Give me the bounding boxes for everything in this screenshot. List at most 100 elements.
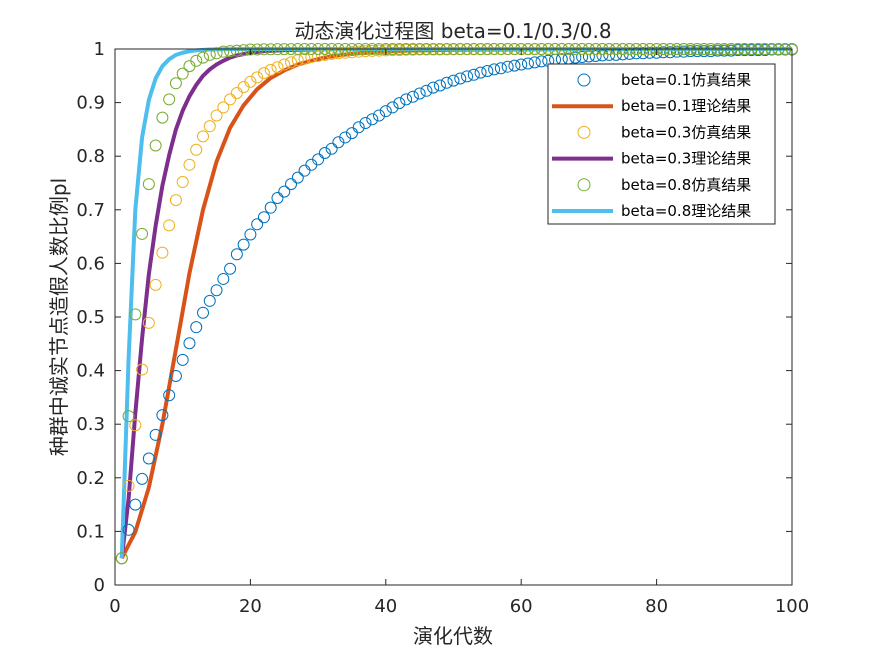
data-point: [224, 45, 237, 58]
data-point: [454, 72, 467, 85]
data-point: [197, 51, 210, 64]
data-point: [285, 178, 298, 191]
data-point: [359, 116, 372, 129]
data-point: [291, 171, 304, 184]
data-point: [332, 136, 345, 149]
data-point: [142, 178, 155, 191]
y-tick-label: 0.2: [76, 468, 105, 489]
y-axis: 0 0.1 0.2 0.3 0.4 0.5 0.6 0.7 0.8 0.9 1: [76, 39, 792, 596]
data-point: [298, 52, 311, 65]
data-point: [230, 86, 243, 99]
data-point: [271, 61, 284, 74]
y-tick-label: 0.3: [76, 414, 105, 435]
x-axis: 0 20 40 60 80 100: [109, 49, 809, 617]
data-point: [210, 109, 223, 122]
data-point: [657, 46, 670, 59]
data-point: [264, 201, 277, 214]
data-point: [298, 164, 311, 177]
data-point: [244, 43, 257, 56]
data-point: [217, 101, 230, 114]
data-point: [332, 47, 345, 60]
data-point: [325, 142, 338, 155]
data-point: [217, 45, 230, 58]
data-point: [413, 87, 426, 100]
legend-marker-swatch: [577, 178, 591, 192]
data-point: [670, 45, 683, 58]
data-point: [129, 308, 142, 321]
y-tick-label: 0.4: [76, 361, 105, 382]
data-point: [169, 369, 182, 382]
data-point: [176, 175, 189, 188]
data-point: [156, 246, 169, 259]
y-tick-label: 0.1: [76, 521, 105, 542]
data-point: [427, 81, 440, 94]
data-point: [149, 139, 162, 152]
data-point: [115, 552, 128, 565]
chart-title: 动态演化过程图 beta=0.1/0.3/0.8: [294, 19, 611, 43]
data-point: [494, 62, 507, 75]
data-point: [129, 419, 142, 432]
data-point: [190, 54, 203, 67]
data-point: [521, 57, 534, 70]
data-point: [224, 262, 237, 275]
data-point: [163, 219, 176, 232]
x-tick-label: 60: [510, 596, 533, 617]
data-point: [393, 97, 406, 110]
data-point: [278, 58, 291, 71]
data-point: [576, 51, 589, 64]
data-point: [224, 93, 237, 106]
data-point: [169, 194, 182, 207]
legend-item: beta=0.8仿真结果: [577, 176, 751, 194]
data-point: [352, 45, 365, 58]
data-point: [312, 153, 325, 166]
data-point: [237, 44, 250, 57]
data-point: [447, 74, 460, 87]
data-point: [433, 79, 446, 92]
data-point: [149, 278, 162, 291]
data-point: [664, 46, 677, 59]
legend-label: beta=0.8仿真结果: [621, 176, 751, 194]
legend-item: beta=0.1仿真结果: [577, 71, 751, 89]
legend-label: beta=0.8理论结果: [621, 202, 751, 220]
y-tick-label: 0.9: [76, 93, 105, 114]
data-point: [569, 51, 582, 64]
data-point: [122, 479, 135, 492]
data-point: [210, 284, 223, 297]
data-point: [467, 68, 480, 81]
data-point: [278, 185, 291, 198]
data-point: [136, 472, 149, 485]
data-point: [643, 46, 656, 59]
data-point: [406, 90, 419, 103]
legend-item: beta=0.1理论结果: [552, 97, 751, 115]
x-tick-label: 0: [109, 596, 120, 617]
data-point: [345, 46, 358, 59]
data-point: [623, 47, 636, 60]
data-point: [285, 56, 298, 69]
data-point: [251, 43, 264, 56]
legend-marker-swatch: [577, 125, 591, 139]
data-point: [582, 50, 595, 63]
data-point: [197, 306, 210, 319]
data-point: [488, 63, 501, 76]
legend-item: beta=0.3理论结果: [552, 150, 751, 168]
data-point: [203, 120, 216, 133]
data-point: [461, 70, 474, 83]
data-point: [210, 47, 223, 60]
data-point: [345, 127, 358, 140]
data-point: [129, 498, 142, 511]
data-point: [217, 272, 230, 285]
data-point: [481, 64, 494, 77]
y-tick-label: 0.8: [76, 146, 105, 167]
data-point: [244, 228, 257, 241]
data-point: [122, 410, 135, 423]
data-point: [251, 71, 264, 84]
data-point: [474, 66, 487, 79]
data-point: [156, 409, 169, 422]
data-point: [366, 113, 379, 126]
data-point: [169, 77, 182, 90]
data-point: [136, 227, 149, 240]
legend-label: beta=0.3理论结果: [621, 150, 751, 168]
data-point: [271, 192, 284, 205]
y-tick-label: 0.5: [76, 307, 105, 328]
